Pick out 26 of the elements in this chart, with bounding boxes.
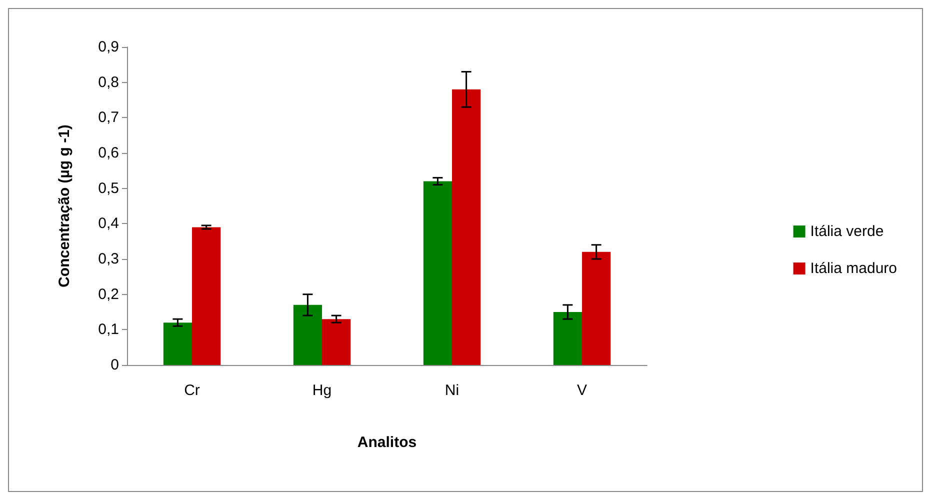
legend-label: Itália maduro [810, 260, 898, 277]
y-tick-label: 0,2 [98, 286, 119, 303]
bar [293, 304, 322, 365]
y-tick-label: 0 [110, 356, 119, 374]
x-tick-label: Cr [184, 382, 200, 399]
y-axis-title: Concentração (µg g -1) [56, 124, 73, 288]
bar [163, 322, 192, 365]
y-tick-label: 0,5 [98, 180, 119, 197]
x-tick-label: V [576, 382, 588, 399]
y-tick-label: 0,6 [98, 144, 119, 162]
x-tick-label: Ni [444, 382, 460, 399]
y-tick-label: 0,9 [98, 38, 119, 56]
x-tick-label: Hg [312, 382, 332, 399]
bar [582, 252, 611, 365]
bar [192, 227, 221, 365]
bar [322, 319, 351, 365]
y-tick-label: 0,1 [98, 321, 119, 338]
y-tick-label: 0,8 [98, 74, 119, 91]
bar [452, 89, 481, 365]
y-tick-label: 0,3 [98, 250, 119, 268]
bar [553, 312, 582, 365]
y-tick-label: 0,4 [98, 215, 119, 232]
legend-label: Itália verde [810, 223, 884, 240]
x-axis-title: Analitos [357, 434, 417, 451]
y-tick-label: 0,7 [98, 109, 119, 126]
bar [423, 181, 452, 365]
